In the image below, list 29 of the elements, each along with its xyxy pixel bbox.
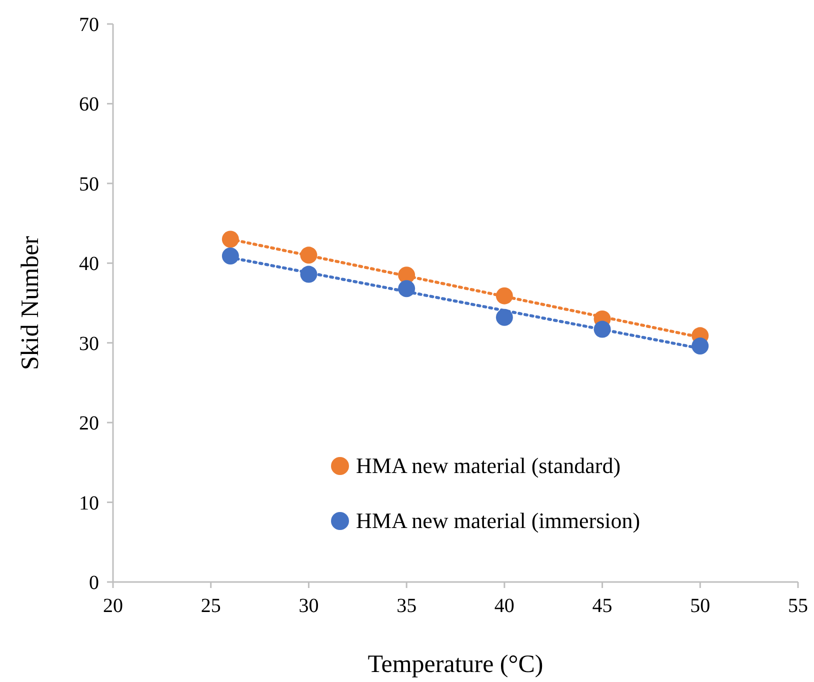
y-tick-label: 70 xyxy=(79,14,99,36)
legend-label: HMA new material (immersion) xyxy=(356,508,640,533)
x-tick-label: 30 xyxy=(298,595,319,617)
y-tick-label: 10 xyxy=(79,492,99,514)
y-tick-label: 20 xyxy=(79,412,99,435)
x-tick-label: 50 xyxy=(690,595,710,617)
y-tick-label: 30 xyxy=(79,332,99,355)
y-tick-label: 40 xyxy=(79,253,99,276)
x-tick-label: 25 xyxy=(200,595,221,617)
y-tick-label: 50 xyxy=(79,173,99,196)
x-axis-title: Temperature (°C) xyxy=(368,651,544,678)
point xyxy=(300,266,318,283)
y-axis-title: Skid Number xyxy=(17,235,44,370)
point xyxy=(300,246,318,264)
point xyxy=(222,230,239,248)
point xyxy=(496,308,513,326)
point xyxy=(594,320,611,338)
y-tick-label: 0 xyxy=(89,572,99,594)
y-tick-label: 60 xyxy=(79,94,99,116)
x-tick-label: 45 xyxy=(592,595,612,617)
point xyxy=(398,280,416,298)
point xyxy=(692,338,709,355)
x-tick-label: 20 xyxy=(103,595,123,617)
point xyxy=(222,247,239,264)
x-tick-label: 35 xyxy=(396,595,417,617)
legend-label: HMA new material (standard) xyxy=(356,453,621,478)
x-tick-label: 55 xyxy=(788,595,808,617)
x-tick-label: 40 xyxy=(494,595,514,617)
point xyxy=(496,287,513,304)
